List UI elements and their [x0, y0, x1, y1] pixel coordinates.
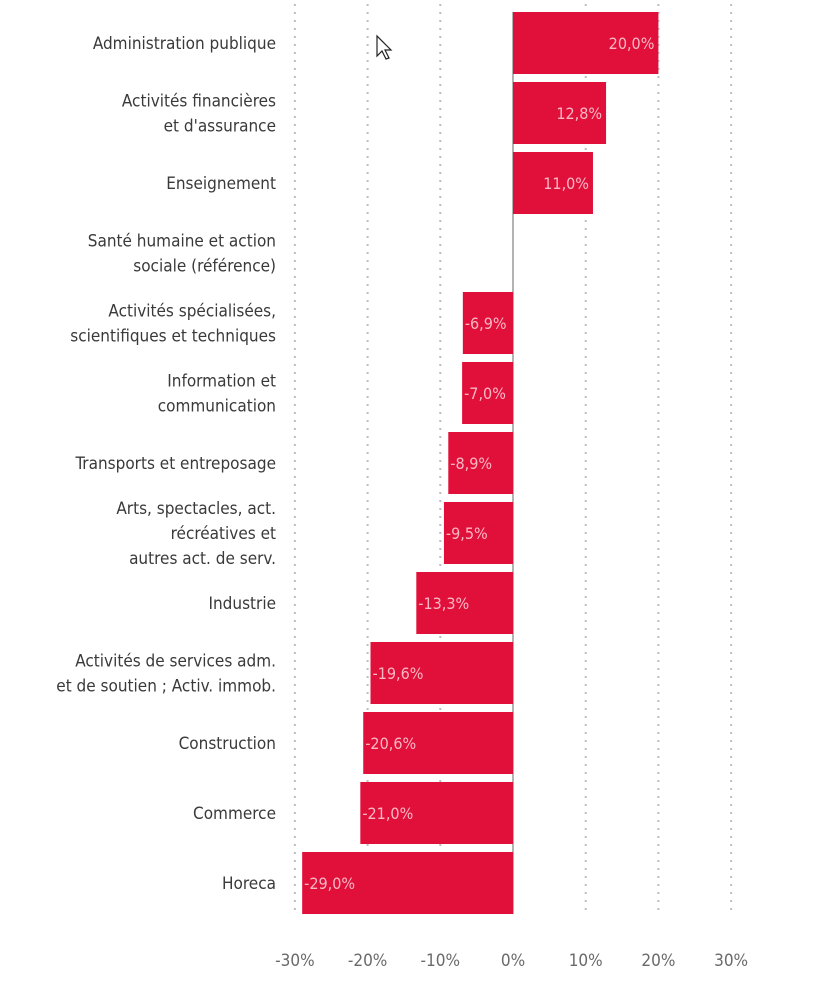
- x-tick-label: -20%: [348, 951, 388, 971]
- category-label: Industrie: [208, 594, 276, 614]
- bar: [462, 292, 513, 354]
- bar-value-label: -13,3%: [418, 594, 469, 613]
- bar: [416, 572, 513, 634]
- category-label-line: Administration publique: [93, 34, 276, 54]
- x-tick-label: 30%: [714, 951, 748, 971]
- bar: [513, 82, 607, 144]
- category-label: Horeca: [222, 874, 276, 894]
- category-label-line: Construction: [179, 734, 276, 754]
- category-label-line: Activités spécialisées,: [108, 302, 276, 322]
- category-label-line: et de soutien ; Activ. immob.: [56, 677, 276, 697]
- category-label-line: et d'assurance: [164, 117, 276, 137]
- category-label: Commerce: [193, 804, 276, 824]
- x-tick-label: -30%: [275, 951, 315, 971]
- category-label-line: scientifiques et techniques: [70, 327, 276, 347]
- bar: [462, 362, 513, 424]
- bar: [302, 852, 513, 914]
- bar: [370, 642, 513, 704]
- bar-value-label: 20,0%: [609, 34, 655, 53]
- category-label: Information et communication: [158, 372, 276, 417]
- bar-value-label: -20,6%: [365, 734, 416, 753]
- category-label: Arts, spectacles, act. récréatives et autr…: [116, 499, 276, 569]
- category-label-line: Industrie: [208, 594, 276, 614]
- mouse-cursor-icon: [376, 34, 393, 60]
- bar-value-label: 11,0%: [543, 174, 589, 193]
- bar-value-label: -19,6%: [373, 664, 424, 683]
- category-label-line: Information et: [167, 372, 276, 392]
- category-label-line: Activités financières: [122, 92, 276, 112]
- x-tick-label: 10%: [569, 951, 603, 971]
- bar: [360, 782, 513, 844]
- x-tick-label: 0%: [501, 951, 525, 971]
- category-label: Activités spécialisées, scientifiques et …: [70, 302, 276, 347]
- bar-value-label: 12,8%: [556, 104, 602, 123]
- category-label-line: Commerce: [193, 804, 276, 824]
- category-label: Activités de services adm. et de soutien …: [56, 652, 276, 697]
- bar: [513, 12, 659, 74]
- bar: [513, 152, 593, 214]
- category-label: Construction: [179, 734, 276, 754]
- category-label: Santé humaine et action sociale (référenc…: [88, 232, 276, 277]
- x-tick-label: 20%: [641, 951, 675, 971]
- bar-value-label: -8,9%: [450, 454, 492, 473]
- category-label-line: Activités de services adm.: [75, 652, 276, 672]
- bar-value-label: -9,5%: [446, 524, 488, 543]
- bar: [448, 432, 513, 494]
- category-label: Transports et entreposage: [74, 454, 276, 474]
- category-label-line: sociale (référence): [133, 257, 276, 277]
- bar-value-label: -21,0%: [362, 804, 413, 823]
- category-label-line: communication: [158, 397, 276, 417]
- category-label: Activités financières et d'assurance: [122, 92, 276, 137]
- category-label-line: Horeca: [222, 874, 276, 894]
- bar: [443, 502, 513, 564]
- bar-value-label: -6,9%: [465, 314, 507, 333]
- category-label-line: Transports et entreposage: [74, 454, 276, 474]
- bar: [363, 712, 513, 774]
- category-label-line: Santé humaine et action: [88, 232, 276, 252]
- category-label-line: Enseignement: [166, 174, 276, 194]
- category-label-line: autres act. de serv.: [129, 549, 276, 569]
- x-tick-label: -10%: [421, 951, 461, 971]
- bar-value-label: -29,0%: [304, 874, 355, 893]
- category-label: Administration publique: [93, 34, 276, 54]
- category-label: Enseignement: [166, 174, 276, 194]
- category-label-line: récréatives et: [171, 524, 276, 544]
- category-label-line: Arts, spectacles, act.: [116, 499, 276, 519]
- bar-value-label: -7,0%: [464, 384, 506, 403]
